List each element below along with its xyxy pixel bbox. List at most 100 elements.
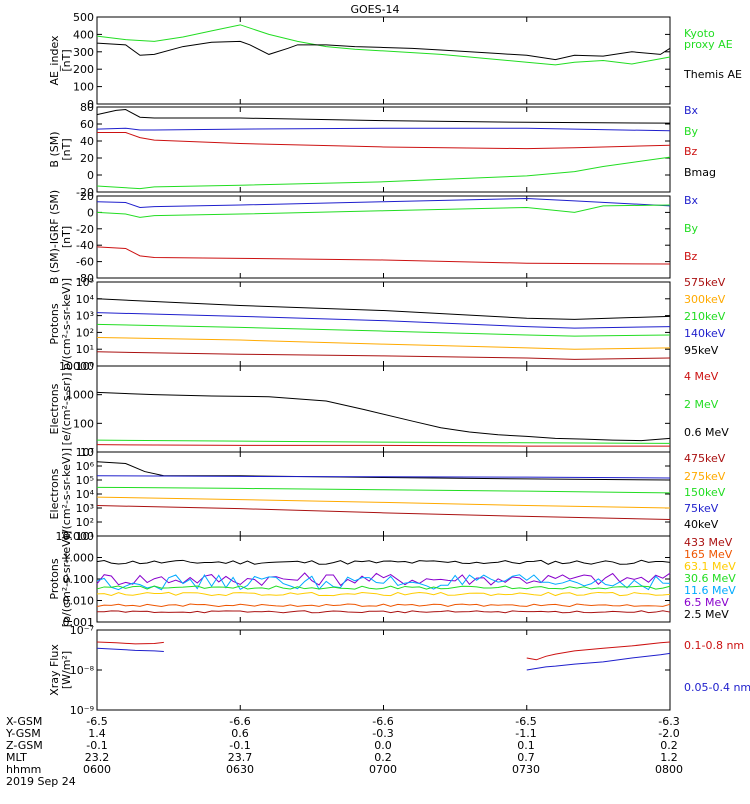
legend-entry: 0.05-0.4 nm [684,681,750,694]
series-line [96,312,671,329]
series-line [97,132,671,150]
bottom-axis-value: -6.5 [515,715,536,728]
y-axis-label: Xray Flux [48,644,61,696]
legend-entry: 165 MeV [684,548,733,561]
series-line [96,439,671,444]
series-line [96,496,671,509]
y-tick-label: 20 [80,152,94,165]
y-tick-label: 500 [73,11,94,24]
series-line [96,323,671,337]
series-line [96,559,671,565]
bottom-axis-value: 23.2 [85,751,110,764]
y-axis-label: [p/(cm²-s-sr-keV)] [60,531,73,628]
y-tick-label: -60 [76,256,94,269]
bottom-axis-value: 0.0 [374,739,392,752]
y-tick-label: 10⁵ [76,276,94,289]
legend-entry: 433 MeV [684,536,733,549]
bottom-axis-value: -0.1 [229,739,250,752]
series-line [96,351,671,360]
bottom-axis-value: 0600 [83,763,111,776]
legend-entry: 63.1 MeV [684,560,736,573]
legend-entry: 140keV [684,327,726,340]
panel-frame-6 [96,535,671,623]
series-line [96,585,671,590]
y-tick-label: -80 [76,272,94,285]
y-axis-label: Electrons [48,383,61,434]
series-line [96,204,671,218]
y-tick-label: 1000 [66,389,94,402]
y-tick-label: 10 [80,446,94,459]
y-tick-label: -20 [76,186,94,199]
series-line [96,486,671,494]
y-tick-label: 10² [76,326,94,339]
y-tick-label: 10⁶ [76,460,95,473]
y-tick-label: 10¹ [76,343,94,356]
y-axis-label: [e/(cm²-s-sr)] [60,373,73,446]
series-line [96,127,671,132]
y-axis-label: AE_index [48,35,61,86]
bottom-axis-value: -6.6 [229,715,250,728]
legend-entry: 6.5 MeV [684,596,729,609]
bottom-axis-value: -6.5 [86,715,107,728]
plot-title: GOES-14 [350,3,399,16]
legend-entry: 75keV [684,502,719,515]
y-tick-label: 300 [73,46,94,59]
legend-entry: 575keV [684,276,726,289]
y-tick-label: 80 [80,101,94,114]
legend-entry: 2 MeV [684,398,719,411]
legend-entry: Themis AE [683,68,742,81]
legend-entry: 30.6 MeV [684,572,736,585]
legend-entry: 300keV [684,293,726,306]
bottom-axis-value: 0700 [369,763,397,776]
series-line [96,444,670,447]
legend-entry: 210keV [684,310,726,323]
y-tick-label: 10⁻⁷ [70,624,94,637]
bottom-axis-value: -0.1 [86,739,107,752]
bottom-row-label: Y-GSM [5,727,41,740]
series-line [96,109,671,124]
y-tick-label: 10⁴ [76,293,95,306]
y-tick-label: 0.010 [63,595,95,608]
series-line [96,156,671,190]
series-line [96,391,671,442]
series-line [96,505,671,521]
series-line [96,573,671,591]
legend-entry: proxy AE [684,38,733,51]
series-line [96,475,671,479]
y-axis-label: e/(cm²-s-sr-keV)] [60,448,73,540]
series-line [96,197,671,208]
series-line [96,647,164,653]
bottom-row-label: X-GSM [6,715,42,728]
y-tick-label: 10³ [76,502,94,515]
bottom-axis-value: 1.2 [660,751,678,764]
panel-frame-5 [96,451,671,537]
y-tick-label: 0 [87,169,94,182]
legend-entry: Bz [684,250,698,263]
legend-entry: 475keV [684,452,726,465]
y-tick-label: 0.001 [63,616,95,629]
series-line [96,40,671,61]
bottom-row-label: Z-GSM [6,739,43,752]
bottom-row-label: hhmm [6,763,41,776]
bottom-axis-value: -1.1 [515,727,536,740]
bottom-axis-value: 0.2 [374,751,392,764]
y-tick-label: 10000 [59,360,94,373]
y-axis-label: [nT] [60,226,73,248]
legend-entry: 4 MeV [684,370,719,383]
y-axis-label: p/(cm²-s-sr-keV)] [60,278,73,370]
series-line [96,24,671,66]
y-tick-label: -40 [76,239,94,252]
legend-entry: Bx [684,194,699,207]
series-line [526,652,671,671]
legend-entry: 0.6 MeV [684,426,729,439]
y-tick-label: 10⁴ [76,488,95,501]
legend-entry: 11.6 MeV [684,584,736,597]
series-line [96,591,671,597]
legend-entry: Bz [684,145,698,158]
y-tick-label: 0.100 [63,573,95,586]
y-tick-label: 0 [87,98,94,111]
bottom-axis-value: 0.2 [660,739,678,752]
legend-entry: Bmag [684,166,716,179]
legend-entry: 150keV [684,486,726,499]
legend-entry: 0.1-0.8 nm [684,639,744,652]
